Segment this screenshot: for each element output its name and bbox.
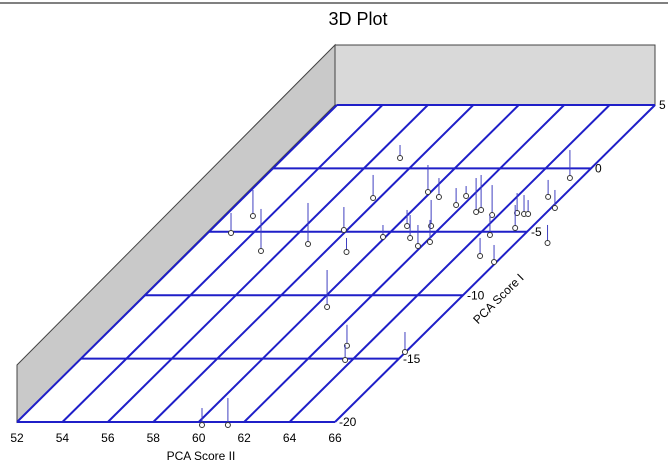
grid-line [152,104,474,423]
point [435,194,442,201]
x-tick-label: 58 [147,431,161,445]
point [407,235,414,242]
chart-title: 3D Plot [328,9,387,29]
y-tick-label: 5 [659,98,666,112]
y-tick-label: -15 [403,352,421,366]
x-tick-label: 56 [101,431,115,445]
point [463,193,470,200]
point [424,188,431,195]
point [305,240,312,247]
point [224,422,231,429]
left-wall [16,43,336,424]
back-wall [334,44,656,106]
x-tick-label: 52 [10,431,24,445]
point [545,193,552,200]
point [249,212,256,219]
point [544,239,551,246]
point [343,248,350,255]
y-tick-label: -10 [467,288,485,302]
point [478,206,485,213]
point [566,175,573,182]
x-tick-label: 62 [237,431,251,445]
point [428,222,435,229]
point [370,194,377,201]
x-axis-label: PCA Score II [167,449,236,463]
point [340,227,347,234]
point [477,253,484,260]
point [404,222,411,229]
point [426,238,433,245]
point [512,224,519,231]
point [453,202,460,209]
grid-line [243,104,565,423]
y-tick-label: 0 [595,162,602,176]
y-tick-label: -5 [531,225,542,239]
grid-line [288,104,611,423]
x-tick-label: 60 [192,431,206,445]
grid-line [61,104,384,423]
grid-line [16,104,338,423]
point [379,233,386,240]
point [228,229,235,236]
point [257,247,264,254]
point [491,258,498,265]
y-tick-label: -20 [339,415,357,429]
point [486,231,493,238]
x-tick-label: 64 [283,431,297,445]
point [525,211,532,218]
point [342,356,349,363]
point [343,342,350,349]
grid-line [107,104,429,423]
point [514,210,521,217]
point [397,155,404,162]
x-tick-label: 54 [56,431,70,445]
point [199,422,206,429]
point [324,303,331,310]
x-tick-label: 66 [328,431,342,445]
point [551,204,558,211]
point [414,243,421,250]
point [473,209,480,216]
point [401,349,408,356]
grid-line [198,104,520,423]
